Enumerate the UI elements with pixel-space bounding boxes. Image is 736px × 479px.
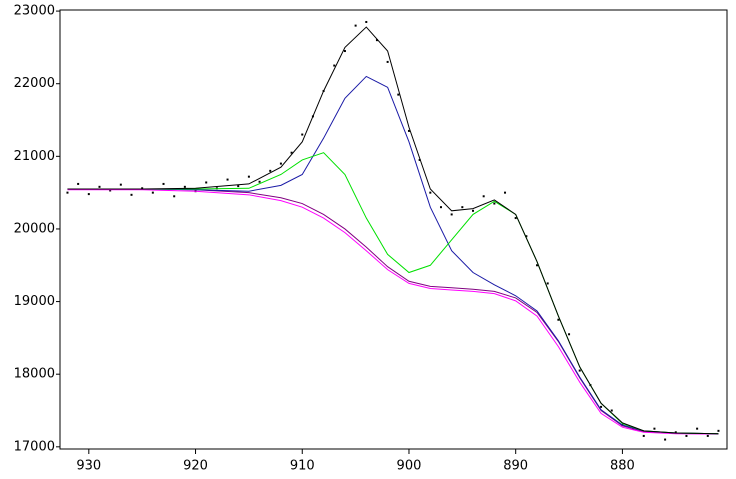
y-tick-label: 17000 xyxy=(14,439,55,454)
data-point xyxy=(77,182,80,185)
data-point xyxy=(717,429,720,432)
data-point xyxy=(578,369,581,372)
data-point xyxy=(610,409,613,412)
data-point xyxy=(674,431,677,434)
data-point xyxy=(514,217,517,220)
data-point xyxy=(301,133,304,136)
data-point xyxy=(375,39,378,42)
data-point xyxy=(472,209,475,212)
data-point xyxy=(653,427,656,430)
x-tick-label: 920 xyxy=(183,459,208,474)
data-point xyxy=(119,183,122,186)
data-point xyxy=(546,282,549,285)
data-point xyxy=(568,333,571,336)
data-point xyxy=(397,93,400,96)
data-point xyxy=(536,264,539,267)
data-point xyxy=(664,438,667,441)
curve xyxy=(67,189,719,435)
data-point xyxy=(162,182,165,185)
data-point xyxy=(130,193,133,196)
data-point xyxy=(87,193,90,196)
data-point xyxy=(247,175,250,178)
data-point xyxy=(109,189,112,192)
data-point xyxy=(525,235,528,238)
data-point xyxy=(365,20,368,23)
data-point xyxy=(237,185,240,188)
data-point xyxy=(66,191,69,194)
y-tick-label: 20000 xyxy=(14,221,55,236)
data-point xyxy=(333,64,336,67)
data-point xyxy=(290,151,293,154)
data-point xyxy=(600,405,603,408)
x-tick-label: 930 xyxy=(76,459,101,474)
data-point xyxy=(141,187,144,190)
y-tick-label: 18000 xyxy=(14,367,55,382)
data-point xyxy=(354,24,357,27)
data-point xyxy=(407,129,410,132)
data-point xyxy=(226,178,229,181)
curve xyxy=(67,188,719,435)
curve xyxy=(67,26,719,435)
data-point xyxy=(642,434,645,437)
data-point xyxy=(343,50,346,53)
data-point xyxy=(418,158,421,161)
y-tick-label: 19000 xyxy=(14,294,55,309)
data-point xyxy=(557,318,560,321)
data-point xyxy=(183,185,186,188)
data-point xyxy=(493,202,496,205)
y-tick-label: 21000 xyxy=(14,149,55,164)
y-tick-label: 23000 xyxy=(14,4,55,19)
data-point xyxy=(482,195,485,198)
data-point xyxy=(685,434,688,437)
data-point xyxy=(696,427,699,430)
x-tick-label: 900 xyxy=(397,459,422,474)
data-point xyxy=(258,180,261,183)
data-point xyxy=(173,195,176,198)
x-tick-label: 890 xyxy=(503,459,528,474)
curve xyxy=(67,75,719,435)
data-point xyxy=(205,181,208,184)
data-point xyxy=(461,206,464,209)
x-tick-label: 880 xyxy=(610,459,635,474)
data-point xyxy=(279,162,282,165)
data-point xyxy=(269,169,272,172)
data-point xyxy=(706,434,709,437)
data-point xyxy=(504,191,507,194)
data-point xyxy=(98,185,101,188)
data-point xyxy=(386,60,389,63)
x-tick-label: 910 xyxy=(290,459,315,474)
data-point xyxy=(429,191,432,194)
data-point xyxy=(450,213,453,216)
plot-frame xyxy=(59,9,728,450)
y-tick-label: 22000 xyxy=(14,76,55,91)
data-point xyxy=(439,206,442,209)
data-point xyxy=(151,191,154,194)
